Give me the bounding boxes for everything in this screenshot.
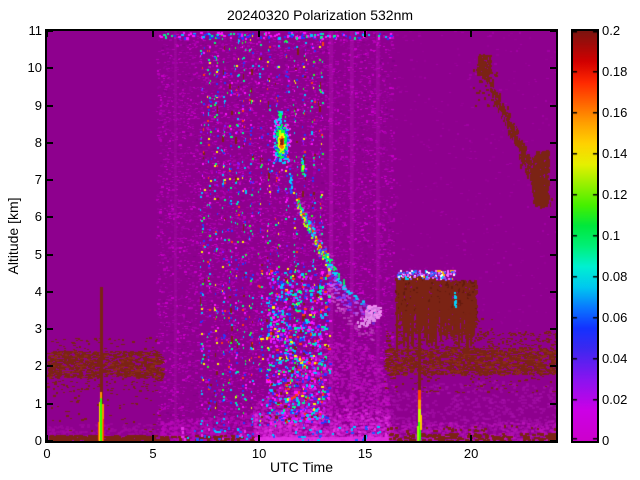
y-tick-mark-right <box>550 179 556 182</box>
y-tick-mark <box>47 440 53 442</box>
x-tick-mark <box>364 435 367 441</box>
y-tick-mark <box>47 216 53 219</box>
colorbar-tick-label: 0.18 <box>602 64 628 79</box>
x-tick-label: 0 <box>43 446 51 461</box>
heatmap-plot-area <box>47 31 556 441</box>
colorbar <box>573 31 597 441</box>
x-tick-mark-top <box>46 31 48 37</box>
y-tick-mark-right <box>550 290 556 293</box>
y-axis-label: Altitude [km] <box>5 197 21 275</box>
y-tick-label: 0 <box>34 433 42 448</box>
colorbar-frame <box>571 29 599 443</box>
x-tick-mark <box>258 435 261 441</box>
y-tick-label: 2 <box>34 358 42 374</box>
y-tick-mark <box>47 67 53 70</box>
colorbar-tick-label: 0 <box>602 433 610 448</box>
x-tick-mark <box>152 435 155 441</box>
y-tick-label: 4 <box>34 283 42 299</box>
y-tick-mark <box>47 179 53 182</box>
x-tick-mark-top <box>364 31 367 37</box>
y-tick-mark-right <box>550 402 556 405</box>
colorbar-tick-label: 0.2 <box>602 23 621 38</box>
y-tick-label: 3 <box>34 321 42 337</box>
colorbar-tick-label: 0.1 <box>602 228 621 243</box>
y-tick-mark-right <box>550 365 556 368</box>
colorbar-tick-label: 0.04 <box>602 351 628 366</box>
y-tick-mark-right <box>550 30 556 32</box>
colorbar-tick-label: 0.12 <box>602 187 628 202</box>
x-tick-mark <box>46 435 48 441</box>
y-tick-label: 7 <box>34 172 42 188</box>
colorbar-tick-label: 0.08 <box>602 269 628 284</box>
y-tick-mark <box>47 30 53 32</box>
x-tick-mark-top <box>152 31 155 37</box>
colorbar-tick-label: 0.16 <box>602 105 628 120</box>
plot-title: 20240320 Polarization 532nm <box>226 7 414 23</box>
x-tick-label: 5 <box>149 446 157 461</box>
y-tick-mark-right <box>550 253 556 256</box>
x-tick-mark-top <box>470 31 473 37</box>
colorbar-tick-label: 0.06 <box>602 310 628 325</box>
y-tick-mark <box>47 104 53 107</box>
y-tick-mark <box>47 141 53 144</box>
y-tick-label: 10 <box>27 60 42 76</box>
y-tick-mark-right <box>550 328 556 331</box>
y-tick-mark-right <box>550 440 556 442</box>
axes-frame <box>45 29 558 443</box>
x-tick-label: 10 <box>251 446 267 461</box>
x-axis-label: UTC Time <box>270 459 333 475</box>
y-tick-label: 11 <box>28 23 43 38</box>
x-tick-mark-top <box>258 31 261 37</box>
y-tick-label: 8 <box>34 134 42 150</box>
x-tick-label: 15 <box>357 446 373 461</box>
y-tick-label: 5 <box>34 246 42 262</box>
y-tick-mark <box>47 253 53 256</box>
y-tick-label: 6 <box>34 209 42 225</box>
x-tick-label: 20 <box>463 446 479 461</box>
y-tick-label: 1 <box>34 395 42 411</box>
y-tick-mark-right <box>550 141 556 144</box>
x-tick-mark <box>470 435 473 441</box>
y-tick-mark <box>47 328 53 331</box>
y-tick-mark-right <box>550 216 556 219</box>
y-tick-mark <box>47 402 53 405</box>
colorbar-tick-label: 0.02 <box>602 392 628 407</box>
y-tick-label: 9 <box>34 97 42 113</box>
y-tick-mark-right <box>550 104 556 107</box>
y-tick-mark <box>47 365 53 368</box>
y-tick-mark-right <box>550 67 556 70</box>
y-tick-mark <box>47 290 53 293</box>
colorbar-tick-label: 0.14 <box>602 146 628 161</box>
